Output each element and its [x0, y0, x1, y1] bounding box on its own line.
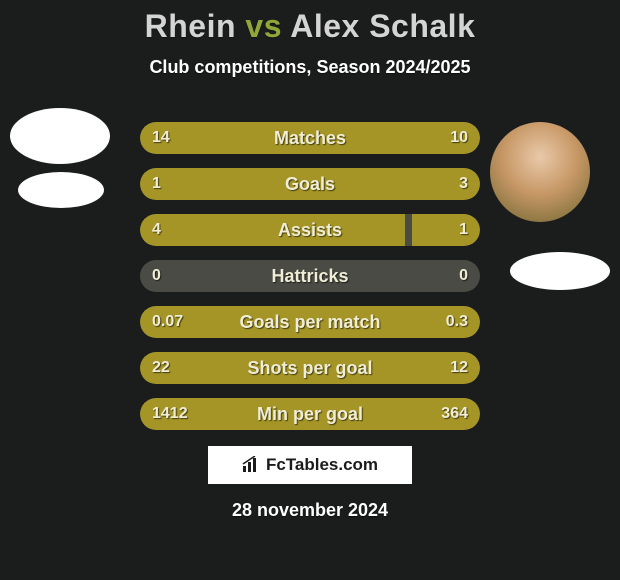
page-title: Rhein vs Alex Schalk — [0, 0, 620, 45]
stat-label: Shots per goal — [140, 352, 480, 384]
subtitle: Club competitions, Season 2024/2025 — [0, 57, 620, 78]
source-label: FcTables.com — [266, 455, 378, 475]
stat-label: Hattricks — [140, 260, 480, 292]
stat-label: Matches — [140, 122, 480, 154]
stat-row: 0.070.3Goals per match — [140, 306, 480, 338]
stat-label: Goals — [140, 168, 480, 200]
stat-row: 1412364Min per goal — [140, 398, 480, 430]
stat-row: 1410Matches — [140, 122, 480, 154]
date-label: 28 november 2024 — [0, 500, 620, 521]
stat-label: Min per goal — [140, 398, 480, 430]
stat-label: Goals per match — [140, 306, 480, 338]
stat-row: 13Goals — [140, 168, 480, 200]
stat-row: 2212Shots per goal — [140, 352, 480, 384]
stat-label: Assists — [140, 214, 480, 246]
source-badge[interactable]: FcTables.com — [208, 446, 412, 484]
stat-row: 41Assists — [140, 214, 480, 246]
comparison-card: Rhein vs Alex Schalk Club competitions, … — [0, 0, 620, 580]
player1-avatar-placeholder — [10, 108, 110, 164]
player1-badge-placeholder — [18, 172, 104, 208]
player1-name: Rhein — [145, 8, 236, 44]
chart-icon — [242, 456, 260, 474]
stat-row: 00Hattricks — [140, 260, 480, 292]
player2-badge-placeholder — [510, 252, 610, 290]
player2-avatar — [490, 122, 590, 222]
player2-name: Alex Schalk — [290, 8, 475, 44]
vs-label: vs — [245, 8, 282, 44]
comparison-bars: 1410Matches 13Goals 41Assists 00Hattricks 0.… — [140, 122, 480, 444]
